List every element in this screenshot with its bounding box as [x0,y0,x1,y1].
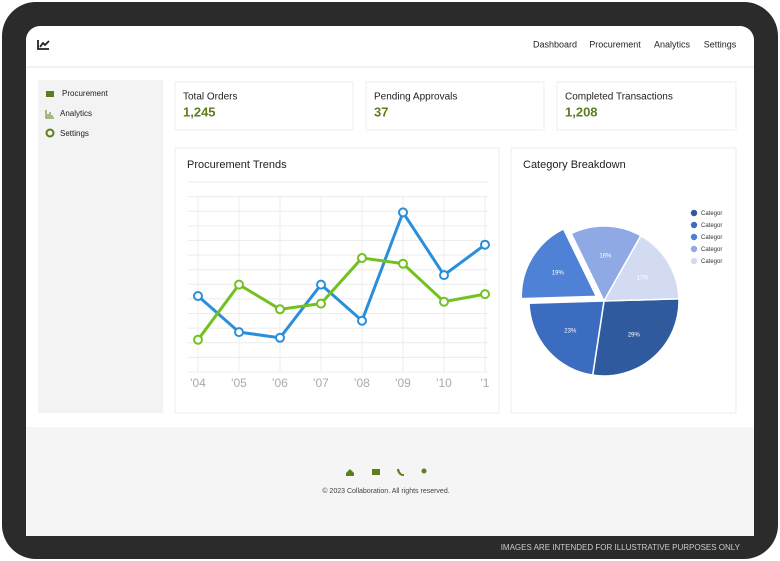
x-tick-label: '04 [190,376,206,390]
nav-link[interactable]: Settings [704,39,737,49]
slice-label: 23% [564,328,577,334]
slice-label: 29% [628,332,641,338]
legend-swatch [690,257,698,265]
sidebar-icon [45,128,55,138]
pie-slice [602,234,680,302]
x-tick-label: '10 [436,376,452,390]
legend-swatch [690,221,698,229]
legend-swatch [690,245,698,253]
data-point [398,207,408,218]
pie-chart: 29% Categor 23% Categor 19% Categor 16% Categor… [520,209,722,377]
chart-title: Procurement Trends [187,159,287,171]
copyright: © 2023 Collaboration. All rights reserve… [322,487,449,495]
data-point [193,334,203,345]
sidebar-icon [46,91,54,97]
stat-card [365,81,545,131]
sidebar-link[interactable]: Procurement [62,89,109,98]
data-point [275,304,285,315]
x-tick-label: '05 [231,376,247,390]
chart-card [174,147,500,414]
data-point [357,315,367,326]
stat-card [556,81,737,131]
legend-swatch [690,233,698,241]
data-point [316,279,326,290]
sidebar-link[interactable]: Analytics [60,109,92,118]
data-point [439,270,449,281]
stat-value: 37 [374,104,388,119]
nav-link[interactable]: Procurement [589,39,641,49]
data-point [439,296,449,307]
legend-label: Categor [701,259,722,265]
stat-label: Total Orders [183,92,237,103]
data-point [275,332,285,343]
data-point [357,253,367,263]
slice-label: 17% [637,275,650,281]
stat-value: 1,245 [183,104,216,119]
sidebar-icon [45,110,54,119]
data-point [193,291,203,301]
x-tick-label: '06 [272,376,288,390]
line-chart: '04 '05 '06 '07 '08 '09 '10 '1 [188,181,490,390]
location-icon[interactable] [421,468,427,474]
data-point [480,239,490,250]
nav-link[interactable]: Analytics [654,39,691,49]
legend-label: Categor [701,223,722,229]
phone-icon[interactable] [397,469,404,476]
footer-corner [26,520,754,536]
slice-label: 19% [552,271,565,277]
sidebar-link[interactable]: Settings [60,129,89,138]
disclaimer: IMAGES ARE INTENDED FOR ILLUSTRATIVE PUR… [501,543,741,552]
legend-label: Categor [701,235,722,241]
x-tick-label: '07 [313,376,329,390]
stat-value: 1,208 [565,104,598,119]
legend-swatch [690,209,698,217]
data-point [234,279,244,290]
pie-slice [570,225,642,303]
home-icon[interactable] [346,469,354,476]
data-point [398,258,408,269]
footer-icons [346,468,427,476]
data-point [316,298,326,309]
chart-title: Category Breakdown [523,159,626,171]
x-tick-label: '09 [395,376,411,390]
footer [26,427,754,536]
sidebar [38,80,163,413]
slice-label: 16% [599,254,612,260]
x-tick-label: '08 [354,376,370,390]
x-tick-label: '1 [481,376,490,390]
stat-cards: Total Orders 1,245 Pending Approvals 37 … [174,81,737,131]
data-point [234,327,244,338]
pie-slice [591,297,680,377]
stat-label: Completed Transactions [565,92,673,103]
logo-icon[interactable] [37,40,50,50]
stat-label: Pending Approvals [374,92,457,103]
stat-card [174,81,354,131]
nav-link[interactable]: Dashboard [533,39,577,49]
pie-slice [528,300,605,376]
pie-slice [520,227,598,300]
legend-label: Categor [701,211,722,217]
series-line [197,209,486,340]
legend-label: Categor [701,247,722,253]
mail-icon[interactable] [372,469,380,475]
series-line [196,256,486,341]
data-point [480,289,490,300]
